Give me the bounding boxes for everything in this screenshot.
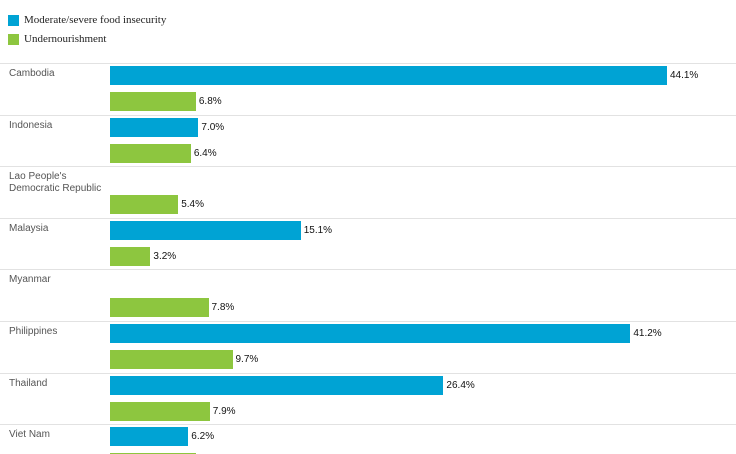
row-separator — [0, 217, 736, 219]
value-label: 6.2% — [191, 431, 215, 443]
legend-label: Undernourishment — [24, 33, 107, 45]
category-label: Indonesia — [9, 119, 53, 131]
bar — [110, 298, 209, 318]
legend-swatch — [8, 15, 19, 26]
row-separator — [0, 63, 736, 64]
bar — [110, 350, 233, 369]
bar — [110, 195, 179, 215]
legend-label: Moderate/severe food insecurity — [24, 14, 167, 26]
value-label: 7.9% — [212, 405, 236, 417]
category-label: Malaysia — [9, 222, 49, 234]
value-label: 41.2% — [633, 328, 662, 339]
row-separator — [0, 269, 736, 271]
legend-swatch — [8, 34, 19, 45]
row-separator — [0, 372, 736, 374]
value-label: 6.8% — [198, 96, 222, 107]
category-label: Lao People's Democratic Republic — [9, 171, 102, 195]
value-label: 15.1% — [303, 224, 333, 236]
value-label: 9.7% — [235, 354, 259, 365]
row-separator — [0, 321, 736, 322]
value-label: 6.4% — [193, 147, 217, 159]
value-label: 7.0% — [201, 121, 225, 133]
value-label: 26.4% — [446, 379, 475, 391]
category-label: Cambodia — [9, 68, 55, 79]
bar — [110, 246, 151, 266]
value-label: 7.8% — [211, 302, 235, 314]
bar — [110, 117, 199, 137]
bar — [110, 324, 631, 343]
category-label: Philippines — [9, 326, 58, 337]
bar — [110, 92, 196, 111]
category-label: Thailand — [9, 377, 48, 389]
value-label: 3.2% — [153, 250, 177, 262]
bar — [110, 143, 191, 163]
row-separator — [0, 424, 736, 426]
bar — [110, 401, 210, 421]
value-label: 5.4% — [181, 199, 204, 211]
category-label: Viet Nam — [9, 429, 50, 441]
bar — [110, 66, 667, 85]
category-label: Myanmar — [9, 274, 51, 286]
value-label: 44.1% — [669, 70, 699, 81]
row-separator — [0, 114, 736, 116]
bar — [110, 220, 301, 240]
row-separator — [0, 166, 736, 168]
bar — [110, 427, 189, 447]
bar — [110, 375, 444, 395]
